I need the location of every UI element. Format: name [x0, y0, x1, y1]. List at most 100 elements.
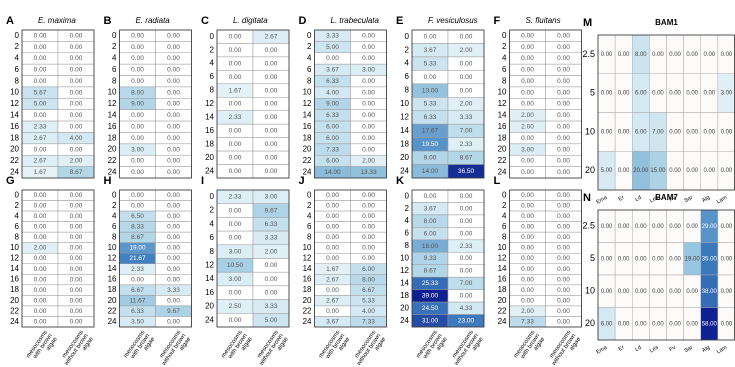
time-label: 8	[112, 76, 117, 85]
time-label: 10	[10, 243, 19, 252]
cell-value: 3.00	[721, 91, 733, 97]
cell-value: 0.00	[669, 224, 681, 230]
time-label: 2	[502, 201, 507, 210]
row-label: 20	[585, 165, 595, 175]
cell-value: 0.00	[362, 135, 375, 142]
cell-value: 0.00	[557, 192, 570, 199]
heatmap-title: BAM1	[655, 18, 678, 27]
panel-letter: J	[299, 175, 305, 187]
cell-value: 9.00	[424, 155, 437, 162]
time-label: 18	[108, 285, 117, 294]
column-label: mesocosmswith brownalgae	[221, 329, 254, 366]
cell-value: 0.00	[265, 74, 278, 81]
cell-value: 6.00	[326, 123, 339, 130]
time-label: 6	[307, 222, 312, 231]
cell-value: 0.00	[721, 289, 733, 295]
cell-value: 0.00	[721, 224, 733, 230]
row-label: 20	[585, 318, 595, 328]
cell-value: 13.33	[360, 169, 377, 176]
time-label: 0	[15, 190, 20, 199]
cell-value: 10.50	[227, 262, 244, 269]
time-label: 0	[210, 32, 215, 41]
cell-value: 0.00	[167, 224, 180, 231]
time-label: 2	[307, 201, 312, 210]
cell-value: 0.00	[557, 266, 570, 273]
cell-value: 3.33	[326, 32, 339, 39]
cell-value: 0.00	[70, 287, 83, 294]
time-label: 14	[10, 264, 19, 273]
cell-value: 3.00	[265, 194, 278, 201]
time-label: 10	[108, 243, 117, 252]
cell-value: 0.00	[721, 321, 733, 327]
cell-value: 0.00	[652, 224, 664, 230]
cell-value: 0.00	[721, 129, 733, 135]
cell-value: 0.00	[635, 224, 647, 230]
cell-value: 0.00	[686, 91, 698, 97]
cell-value: 2.00	[460, 101, 473, 108]
column-label: Lam	[716, 195, 729, 206]
time-label: 22	[10, 156, 19, 165]
cell-value: 0.00	[326, 245, 339, 252]
time-label: 18	[498, 133, 507, 142]
time-label: 16	[303, 122, 312, 131]
cell-value: 0.00	[70, 146, 83, 153]
cell-value: 6.33	[326, 112, 339, 119]
time-label: 0	[502, 190, 507, 199]
cell-value: 0.00	[557, 287, 570, 294]
time-label: 18	[498, 285, 507, 294]
time-label: 18	[10, 285, 19, 294]
cell-value: 0.00	[131, 67, 144, 74]
panel-letter: M	[583, 17, 592, 29]
time-label: 8	[502, 76, 507, 85]
cell-value: 0.00	[362, 78, 375, 85]
cell-value: 0.00	[652, 289, 664, 295]
cell-value: 0.00	[557, 234, 570, 241]
time-label: 24	[205, 166, 214, 175]
cell-value: 0.00	[362, 146, 375, 153]
cell-value: 0.00	[229, 155, 242, 162]
time-label: 6	[502, 65, 507, 74]
cell-value: 3.00	[229, 276, 242, 283]
cell-value: 0.00	[70, 32, 83, 39]
cell-value: 3.00	[229, 248, 242, 255]
cell-value: 0.00	[265, 141, 278, 148]
time-label: 18	[303, 285, 312, 294]
cell-value: 1.67	[326, 266, 339, 273]
cell-value: 0.00	[703, 91, 715, 97]
row-label: 5	[590, 253, 595, 263]
time-label: 8	[15, 233, 20, 242]
time-label: 20	[10, 145, 19, 154]
cell-value: 0.00	[521, 89, 534, 96]
time-label: 20	[303, 296, 312, 305]
cell-value: 0.00	[34, 55, 47, 62]
time-label: 0	[307, 31, 312, 40]
panel-letter: G	[6, 175, 15, 187]
cell-value: 5.33	[424, 60, 437, 67]
time-label: 8	[210, 86, 215, 95]
time-label: 12	[498, 99, 507, 108]
time-label: 14	[108, 264, 117, 273]
cell-value: 0.00	[521, 224, 534, 231]
column-label: Lam	[716, 345, 729, 356]
cell-value: 0.00	[460, 218, 473, 225]
cell-value: 0.00	[167, 169, 180, 176]
cell-value: 0.00	[34, 308, 47, 315]
cell-value: 0.00	[521, 78, 534, 85]
time-label: 4	[405, 216, 410, 225]
cell-value: 0.00	[424, 193, 437, 200]
figure: AE. maxima00.000.0020.000.0040.000.0060.…	[0, 0, 735, 367]
cell-value: 0.00	[265, 47, 278, 54]
cell-value: 0.00	[70, 213, 83, 220]
cell-value: 0.00	[34, 146, 47, 153]
species-name: L. trabeculata	[331, 16, 380, 25]
cell-value: 0.00	[326, 224, 339, 231]
cell-value: 0.00	[618, 129, 630, 135]
cell-value: 0.00	[521, 192, 534, 199]
time-label: 0	[405, 191, 410, 200]
cell-value: 0.00	[167, 146, 180, 153]
cell-value: 0.00	[265, 276, 278, 283]
time-label: 4	[15, 211, 20, 220]
time-label: 0	[502, 31, 507, 40]
time-label: 20	[400, 153, 409, 162]
time-label: 10	[303, 243, 312, 252]
